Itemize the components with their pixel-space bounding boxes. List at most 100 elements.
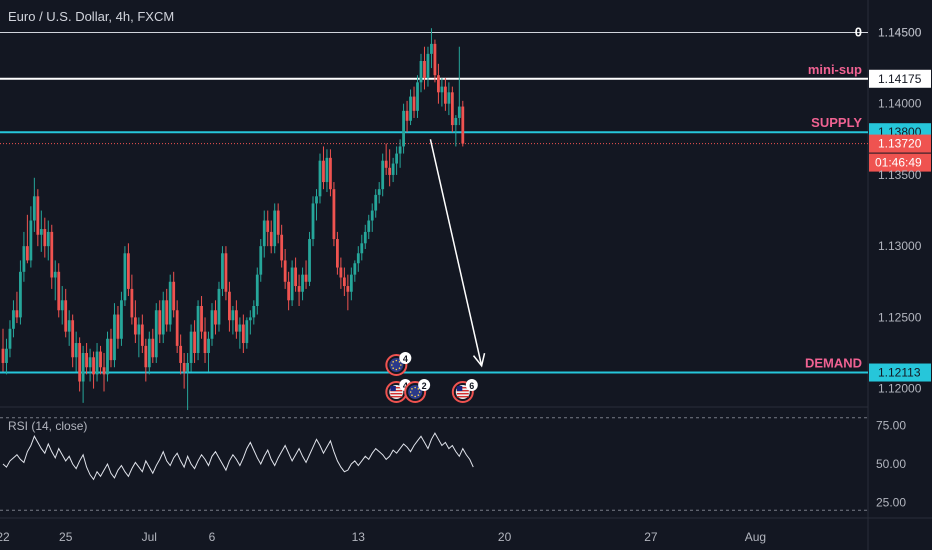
candle-body [412,96,416,111]
candle [346,274,350,311]
candle-body [221,253,224,289]
candle [443,78,447,111]
candle [395,146,399,175]
candle-body [53,271,57,278]
candle-body [1,348,5,363]
candle-body [398,146,402,154]
candle-body [301,274,304,292]
candle [32,177,36,232]
candle-body [210,310,214,339]
candle-body [8,328,12,349]
candle-body [315,196,318,204]
candle [381,153,385,197]
candle-body [200,305,203,332]
y-tick-label: 1.14500 [878,25,922,39]
candle [64,288,68,338]
target-arrow [429,139,486,368]
candle [304,260,308,289]
candle [71,314,75,368]
candle-body [123,253,127,301]
candle-body [423,60,426,79]
candle [440,78,444,107]
candle [144,338,148,382]
candle [193,320,196,363]
candle [67,310,71,346]
candle-body [19,271,22,318]
y-tick-label: 1.13000 [878,239,922,253]
candle-body [22,246,26,272]
event-marker-us[interactable]: 6 [451,379,478,403]
candle-body [102,367,106,375]
candle [457,46,461,126]
candle [57,263,61,318]
rsi-tick-label: 25.00 [876,496,906,510]
candle-body [147,338,151,368]
candle-body [395,153,399,164]
candle [200,296,203,339]
candle [318,153,322,204]
x-tick-label: 22 [0,530,10,544]
price-badge-text-line-zero: 1.14500 [878,25,922,39]
candle [221,246,224,297]
candle-body [137,324,141,335]
candle [377,182,381,204]
event-marker-eu[interactable]: 2 [404,379,431,403]
candle-body [15,310,19,318]
candle-body [384,160,388,168]
candle-body [39,229,43,235]
candle [297,274,301,306]
x-tick-label: 20 [498,530,512,544]
candle-body [109,338,113,361]
event-marker-us[interactable]: 4 [385,379,412,403]
candle [269,220,273,254]
candle-body [81,353,85,382]
candle [92,351,95,389]
price-badge-mini-sup [869,69,931,88]
candle [402,103,405,154]
candle [78,337,82,392]
candle-body [133,317,137,335]
candle [106,331,109,382]
candle [252,300,256,325]
candle [217,281,221,332]
candle-body [416,82,419,111]
candle [405,100,409,133]
events[interactable]: 4 4 2 6 [385,352,478,403]
candle [294,257,297,292]
candle-body [130,288,134,318]
candle-body [367,220,371,232]
candle [416,75,419,118]
rsi-title: RSI (14, close) [8,419,88,433]
candle [356,246,360,272]
arrow-shaft [429,139,483,366]
candle-body [402,110,405,147]
candle [315,189,318,221]
candle [210,303,214,346]
candle [450,86,454,133]
candle [409,89,412,126]
rsi-pane: 75.00 50.00 25.00 [0,417,906,511]
candle-body [25,246,29,261]
candle [189,324,193,372]
candle [154,303,158,363]
candle [283,249,287,289]
candle [137,317,141,358]
candle-body [363,231,367,244]
candle [196,300,200,361]
candle [172,271,176,318]
candle-body [346,286,350,292]
candle [29,206,33,268]
candle [280,224,284,268]
candle [276,203,280,244]
candle [43,217,47,258]
level-label-demand: DEMAND [805,356,862,371]
candle-body [269,231,273,247]
event-marker-eu[interactable]: 4 [385,352,412,376]
candle-body [255,274,259,306]
candle-body [203,331,207,354]
candle [50,224,54,289]
candle [419,53,423,93]
candle-body [294,267,297,287]
candle-body [106,338,109,375]
candle-body [165,300,169,325]
